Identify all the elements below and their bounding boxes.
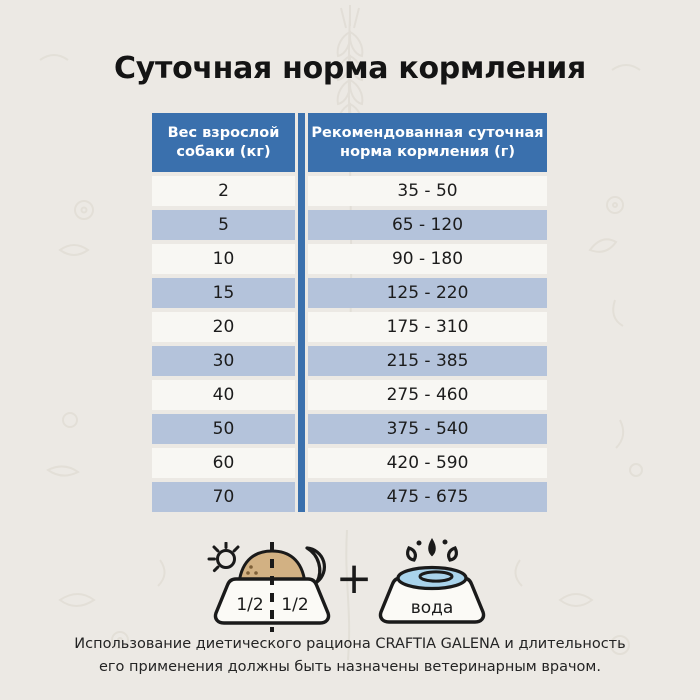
table-row: 40 275 - 460: [152, 380, 547, 410]
moon-icon: [305, 546, 327, 584]
amount-cell: 35 - 50: [308, 176, 547, 206]
table-row: 30 215 - 385: [152, 346, 547, 376]
column-header-amount-line1: Рекомендованная суточная: [311, 124, 544, 141]
weight-cell: 20: [152, 312, 295, 342]
column-header-amount-line2: норма кормления (г): [340, 143, 515, 160]
amount-cell: 420 - 590: [308, 448, 547, 478]
amount-cell: 125 - 220: [308, 278, 547, 308]
table-row: 15 125 - 220: [152, 278, 547, 308]
column-header-weight: Вес взрослой собаки (кг): [152, 113, 295, 172]
water-label: вода: [411, 598, 454, 618]
amount-cell: 475 - 675: [308, 482, 547, 512]
weight-cell: 40: [152, 380, 295, 410]
weight-cell: 2: [152, 176, 295, 206]
amount-cell: 65 - 120: [308, 210, 547, 240]
column-header-weight-line2: собаки (кг): [176, 143, 271, 160]
footnote-line2: его применения должны быть назначены вет…: [99, 659, 601, 675]
kibble-dots: [246, 565, 258, 575]
amount-cell: 375 - 540: [308, 414, 547, 444]
splash-drops-icon: [406, 538, 458, 562]
table-row: 2 35 - 50: [152, 176, 547, 206]
table-row: 70 475 - 675: [152, 482, 547, 512]
table-row: 60 420 - 590: [152, 448, 547, 478]
amount-cell: 175 - 310: [308, 312, 547, 342]
column-divider-bar: [298, 113, 305, 512]
plus-icon: +: [335, 553, 373, 604]
half-portion-label-right: 1/2: [281, 595, 308, 615]
water-bowl-icon: вода: [378, 538, 486, 624]
column-header-weight-line1: Вес взрослой: [167, 124, 280, 141]
water-ring: [418, 570, 454, 583]
weight-cell: 10: [152, 244, 295, 274]
page-title: Суточная норма кормления: [114, 51, 586, 86]
weight-cell: 15: [152, 278, 295, 308]
weight-cell: 30: [152, 346, 295, 376]
weight-cell: 50: [152, 414, 295, 444]
weight-cell: 70: [152, 482, 295, 512]
table-row: 10 90 - 180: [152, 244, 547, 274]
table-row: 50 375 - 540: [152, 414, 547, 444]
feeding-table: Вес взрослой собаки (кг) Рекомендованная…: [152, 113, 547, 512]
table-header-row: Вес взрослой собаки (кг) Рекомендованная…: [152, 113, 547, 172]
footnote-line1: Использование диетического рациона CRAFT…: [74, 636, 626, 652]
weight-cell: 60: [152, 448, 295, 478]
table-row: 5 65 - 120: [152, 210, 547, 240]
amount-cell: 215 - 385: [308, 346, 547, 376]
table-row: 20 175 - 310: [152, 312, 547, 342]
veterinarian-footnote: Использование диетического рациона CRAFT…: [0, 633, 700, 679]
half-portion-label-left: 1/2: [236, 595, 263, 615]
amount-cell: 90 - 180: [308, 244, 547, 274]
water-bowl: [378, 576, 486, 624]
weight-cell: 5: [152, 210, 295, 240]
column-header-amount: Рекомендованная суточная норма кормления…: [308, 113, 547, 172]
sun-icon: [207, 542, 240, 573]
day-night-portion-icon: 1/2 1/2: [207, 542, 331, 632]
amount-cell: 275 - 460: [308, 380, 547, 410]
